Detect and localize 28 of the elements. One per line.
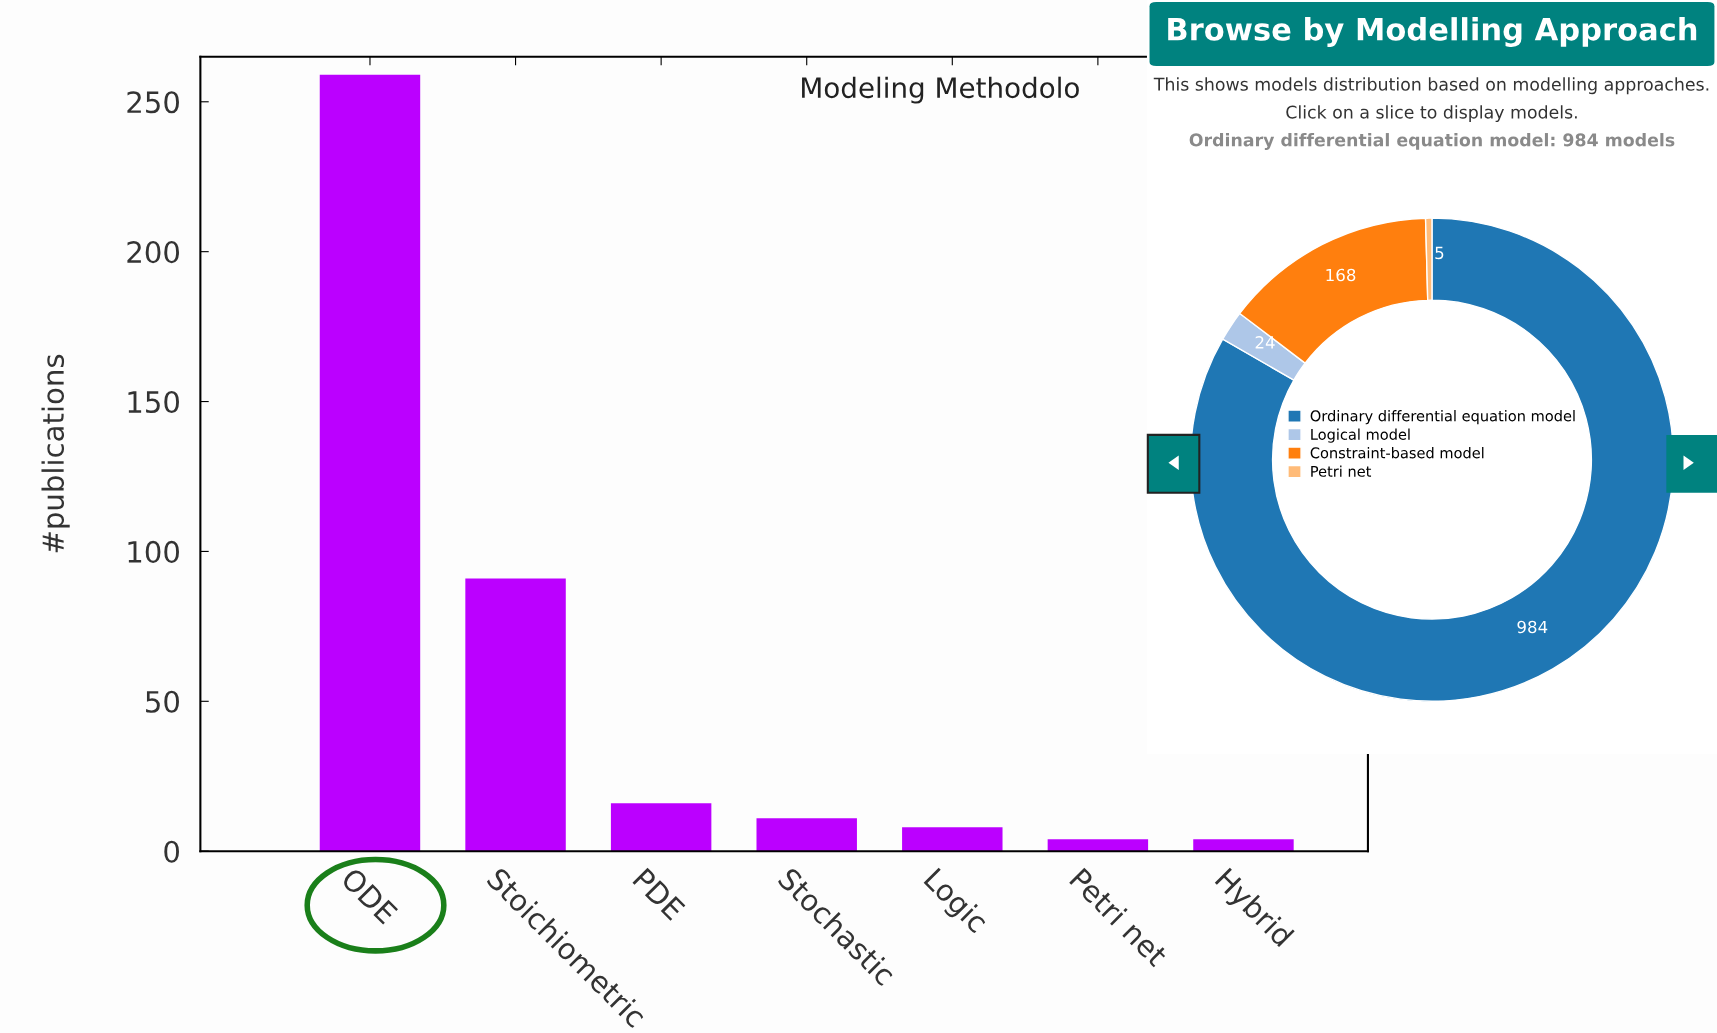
- bar: [610, 803, 712, 852]
- chart-title: Browse by Modelling Approach: [1168, 17, 1697, 47]
- y-tick-label: 50: [146, 690, 179, 713]
- y-tick-label: 150: [128, 390, 179, 414]
- data-label: 5: [1435, 246, 1444, 260]
- y-tick-label: 100: [128, 540, 179, 563]
- annotation: Click on a slice to display models.: [1286, 105, 1577, 123]
- legend-label: Ordinary differential equation model: [1310, 410, 1575, 425]
- bar: [756, 818, 857, 852]
- bar: [1047, 839, 1149, 852]
- chart-subtitle: This shows models distribution based on modelling approaches.: [1153, 77, 1709, 95]
- bar: [1193, 839, 1294, 852]
- legend-label: Petri net: [1311, 465, 1372, 477]
- y-tick-label: 250: [127, 91, 179, 114]
- donut-slice: [1189, 217, 1675, 702]
- y-tick-label: 200: [127, 241, 179, 264]
- legend-label: Logical model: [1311, 428, 1410, 443]
- y-tick-label: 0: [164, 840, 179, 863]
- text: Modeling Methodolo: [802, 76, 1079, 104]
- data-label: 168: [1326, 268, 1356, 282]
- bar: [319, 74, 421, 852]
- data-label: 24: [1255, 336, 1275, 349]
- bar: [465, 578, 566, 852]
- data-label: 984: [1517, 620, 1548, 634]
- annotation: Ordinary differential equation model: 984 models: [1189, 133, 1675, 150]
- y-axis-title: #publications: [41, 354, 70, 553]
- legend-label: Constraint-based model: [1310, 447, 1484, 459]
- bar: [902, 827, 1003, 852]
